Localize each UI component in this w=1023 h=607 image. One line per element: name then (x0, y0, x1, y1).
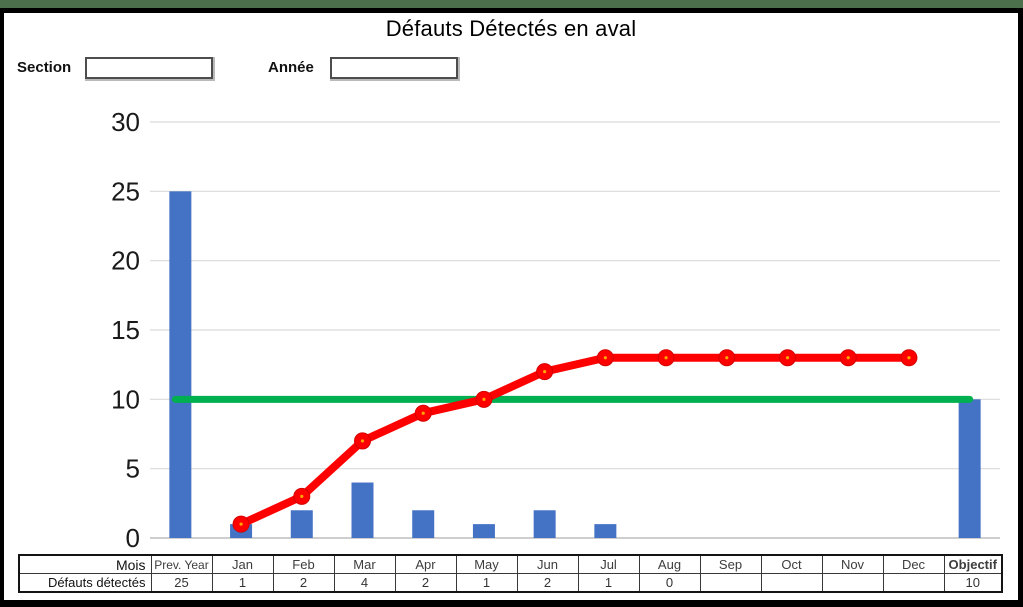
y-tick-label: 5 (126, 454, 140, 484)
value-cell[interactable]: 2 (272, 573, 335, 593)
y-tick-label: 20 (111, 246, 140, 276)
line-marker-center (300, 494, 304, 498)
line-marker-center (603, 356, 607, 360)
line-marker (779, 349, 796, 367)
month-header-cell: Nov (821, 554, 884, 574)
bar (412, 510, 435, 538)
value-cell[interactable]: 1 (455, 573, 518, 593)
bar (472, 524, 495, 538)
line-marker-center (421, 411, 425, 415)
line-marker (596, 349, 614, 367)
table-value-row: Défauts détectés 25 1 2 4 2 1 2 1 0 10 (18, 573, 1003, 593)
line-marker (354, 432, 371, 450)
row-label-defauts: Défauts détectés (18, 573, 152, 593)
row-label-mois: Mois (18, 554, 152, 574)
chart-title: Défauts Détectés en aval (385, 16, 637, 41)
objectif-header-cell: Objectif (943, 554, 1003, 574)
y-tick-label: 10 (111, 384, 140, 414)
value-cell[interactable] (882, 573, 945, 593)
value-cell[interactable] (821, 573, 884, 593)
data-table: Mois Prev. Year Jan Feb Mar Apr May Jun … (18, 554, 1003, 593)
line-marker-center (907, 356, 911, 360)
month-header-cell: Jul (577, 554, 640, 574)
value-cell[interactable]: 2 (394, 573, 457, 593)
line-marker-center (543, 370, 547, 374)
section-label: Section (17, 59, 72, 76)
month-header-cell: Prev. Year (150, 554, 213, 574)
table-header-row: Mois Prev. Year Jan Feb Mar Apr May Jun … (18, 554, 1003, 574)
top-green-strip (0, 0, 1023, 8)
line-marker-center (785, 356, 790, 360)
y-tick-label: 0 (126, 523, 140, 553)
month-header-cell: Sep (699, 554, 762, 574)
value-cell[interactable]: 1 (577, 573, 640, 593)
month-header-cell: Feb (272, 554, 335, 574)
month-header-cell: Aug (638, 554, 701, 574)
bar (230, 524, 253, 538)
month-header-cell: Dec (882, 554, 945, 574)
value-cell[interactable]: 4 (333, 573, 396, 593)
line-marker (414, 404, 432, 422)
month-header-cell: Jun (516, 554, 579, 574)
value-cell[interactable]: 1 (211, 573, 274, 593)
line-marker (293, 487, 311, 505)
month-header-cell: Mar (333, 554, 396, 574)
month-header-cell: Jan (211, 554, 274, 574)
month-header-cell: May (455, 554, 518, 574)
annee-label: Année (268, 59, 314, 76)
line-marker-center (239, 522, 243, 526)
line-marker-center (725, 356, 729, 360)
month-header-cell: Oct (760, 554, 823, 574)
line-marker-center (846, 356, 850, 360)
y-tick-label: 25 (111, 176, 140, 206)
value-cell[interactable]: 2 (516, 573, 579, 593)
line-marker-center (482, 397, 486, 401)
line-marker (232, 515, 250, 533)
value-cell[interactable]: 25 (150, 573, 213, 593)
y-tick-label: 15 (111, 315, 140, 345)
bar (169, 191, 192, 539)
value-cell[interactable] (699, 573, 762, 593)
y-tick-label: 30 (111, 107, 140, 137)
value-cell[interactable] (760, 573, 823, 593)
section-input[interactable] (85, 57, 213, 79)
line-marker (718, 349, 736, 367)
sheet-content: Défauts Détectés en aval Section Année 0… (4, 13, 1018, 600)
bar (351, 482, 374, 538)
cumulative-line (237, 353, 913, 529)
bar (594, 524, 617, 538)
value-cell[interactable]: 10 (943, 573, 1003, 593)
line-marker (475, 390, 493, 408)
month-header-cell: Apr (394, 554, 457, 574)
line-marker (900, 349, 918, 367)
bar (290, 510, 313, 538)
line-marker (536, 363, 554, 381)
value-cell[interactable]: 0 (638, 573, 701, 593)
bar (958, 399, 981, 538)
bar (533, 510, 556, 538)
annee-input[interactable] (330, 57, 458, 79)
line-marker (657, 349, 675, 367)
line-marker-center (360, 439, 365, 443)
line-marker-center (664, 356, 668, 360)
line-marker (839, 349, 857, 367)
